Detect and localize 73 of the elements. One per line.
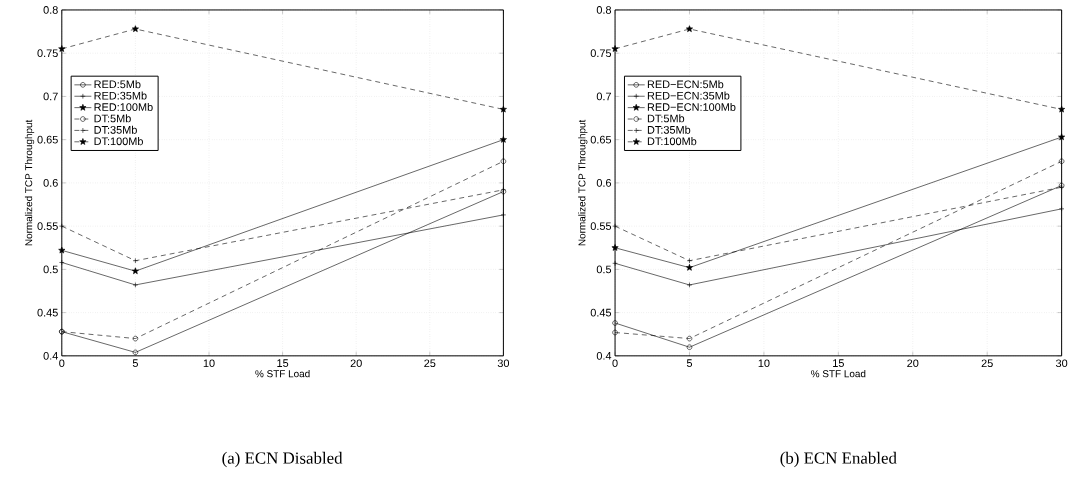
point [59,223,65,229]
y-tick-label: 0.8 [43,5,58,14]
x-axis-title: % STF Load [255,369,310,378]
legend-label: RED−ECN:5Mb [647,79,724,88]
x-tick-label: 5 [686,359,693,367]
point [612,329,618,335]
point [686,263,693,271]
x-axis-title: % STF Load [811,369,866,378]
point [58,45,66,52]
x-tick-label: 10 [203,359,215,367]
point [499,135,507,143]
legend-label: DT:35Mb [647,125,691,134]
text: (a) ECN Disabled [222,451,343,467]
y-tick-label: 0.45 [590,308,612,317]
legend-label: RED−ECN:100Mb [647,102,736,111]
x-tick-label: 30 [497,359,510,367]
y-tick-label: 0.65 [590,135,612,144]
point [686,335,693,342]
point [686,25,693,32]
x-tick-label: 10 [758,359,770,367]
x-tick-label: 15 [833,359,844,367]
y-tick-label: 0.5 [596,265,612,274]
y-tick-label: 0.6 [43,178,58,187]
point [132,335,139,342]
y-tick-label: 0.8 [596,5,612,14]
y-tick-label: 0.4 [43,351,58,360]
point [131,267,139,274]
point [132,349,139,355]
legend-label: DT:5Mb [94,114,131,123]
y-tick-label: 0.65 [37,135,58,144]
point [1058,133,1066,140]
y-tick-label: 0.7 [596,92,611,101]
y-tick-label: 0.4 [596,351,612,360]
x-tick-label: 30 [1055,359,1068,367]
x-tick-label: 5 [132,359,138,367]
x-tick-label: 15 [277,359,289,367]
y-tick-label: 0.55 [590,222,612,230]
y-axis-title: Normalized TCP Throughput [578,119,588,246]
point [1058,158,1065,164]
x-tick-label: 25 [424,359,436,367]
point [611,45,619,52]
y-tick-label: 0.45 [37,308,58,317]
y-tick-label: 0.5 [43,265,58,274]
point [612,223,618,229]
point [132,282,139,288]
x-tick-label: 0 [59,359,65,367]
text: (b) ECN Enabled [780,451,897,467]
point [132,257,139,264]
point [1058,105,1066,113]
legend-label: DT:100Mb [647,136,697,145]
legend-label: RED−ECN:35Mb [647,91,730,100]
y-tick-label: 0.7 [43,92,58,101]
x-tick-label: 25 [981,359,993,367]
point [500,158,507,164]
point [611,243,619,251]
point [131,25,139,32]
point [686,344,693,350]
point [58,246,66,254]
x-tick-label: 20 [350,359,362,367]
legend-label: DT:5Mb [647,114,685,123]
y-tick-label: 0.6 [596,178,612,187]
legend-label: RED:5Mb [94,79,141,88]
y-axis-title: Normalized TCP Throughput [24,119,35,246]
y-tick-label: 0.55 [37,222,58,230]
x-tick-label: 20 [907,359,919,367]
y-tick-label: 0.75 [590,49,612,57]
point [499,105,507,113]
legend-label: DT:100Mb [94,136,143,145]
legend-label: RED:35Mb [94,91,147,100]
y-tick-label: 0.75 [37,49,58,57]
x-tick-label: 0 [612,359,618,367]
legend-label: DT:35Mb [94,125,137,134]
legend-label: RED:100Mb [94,102,153,111]
